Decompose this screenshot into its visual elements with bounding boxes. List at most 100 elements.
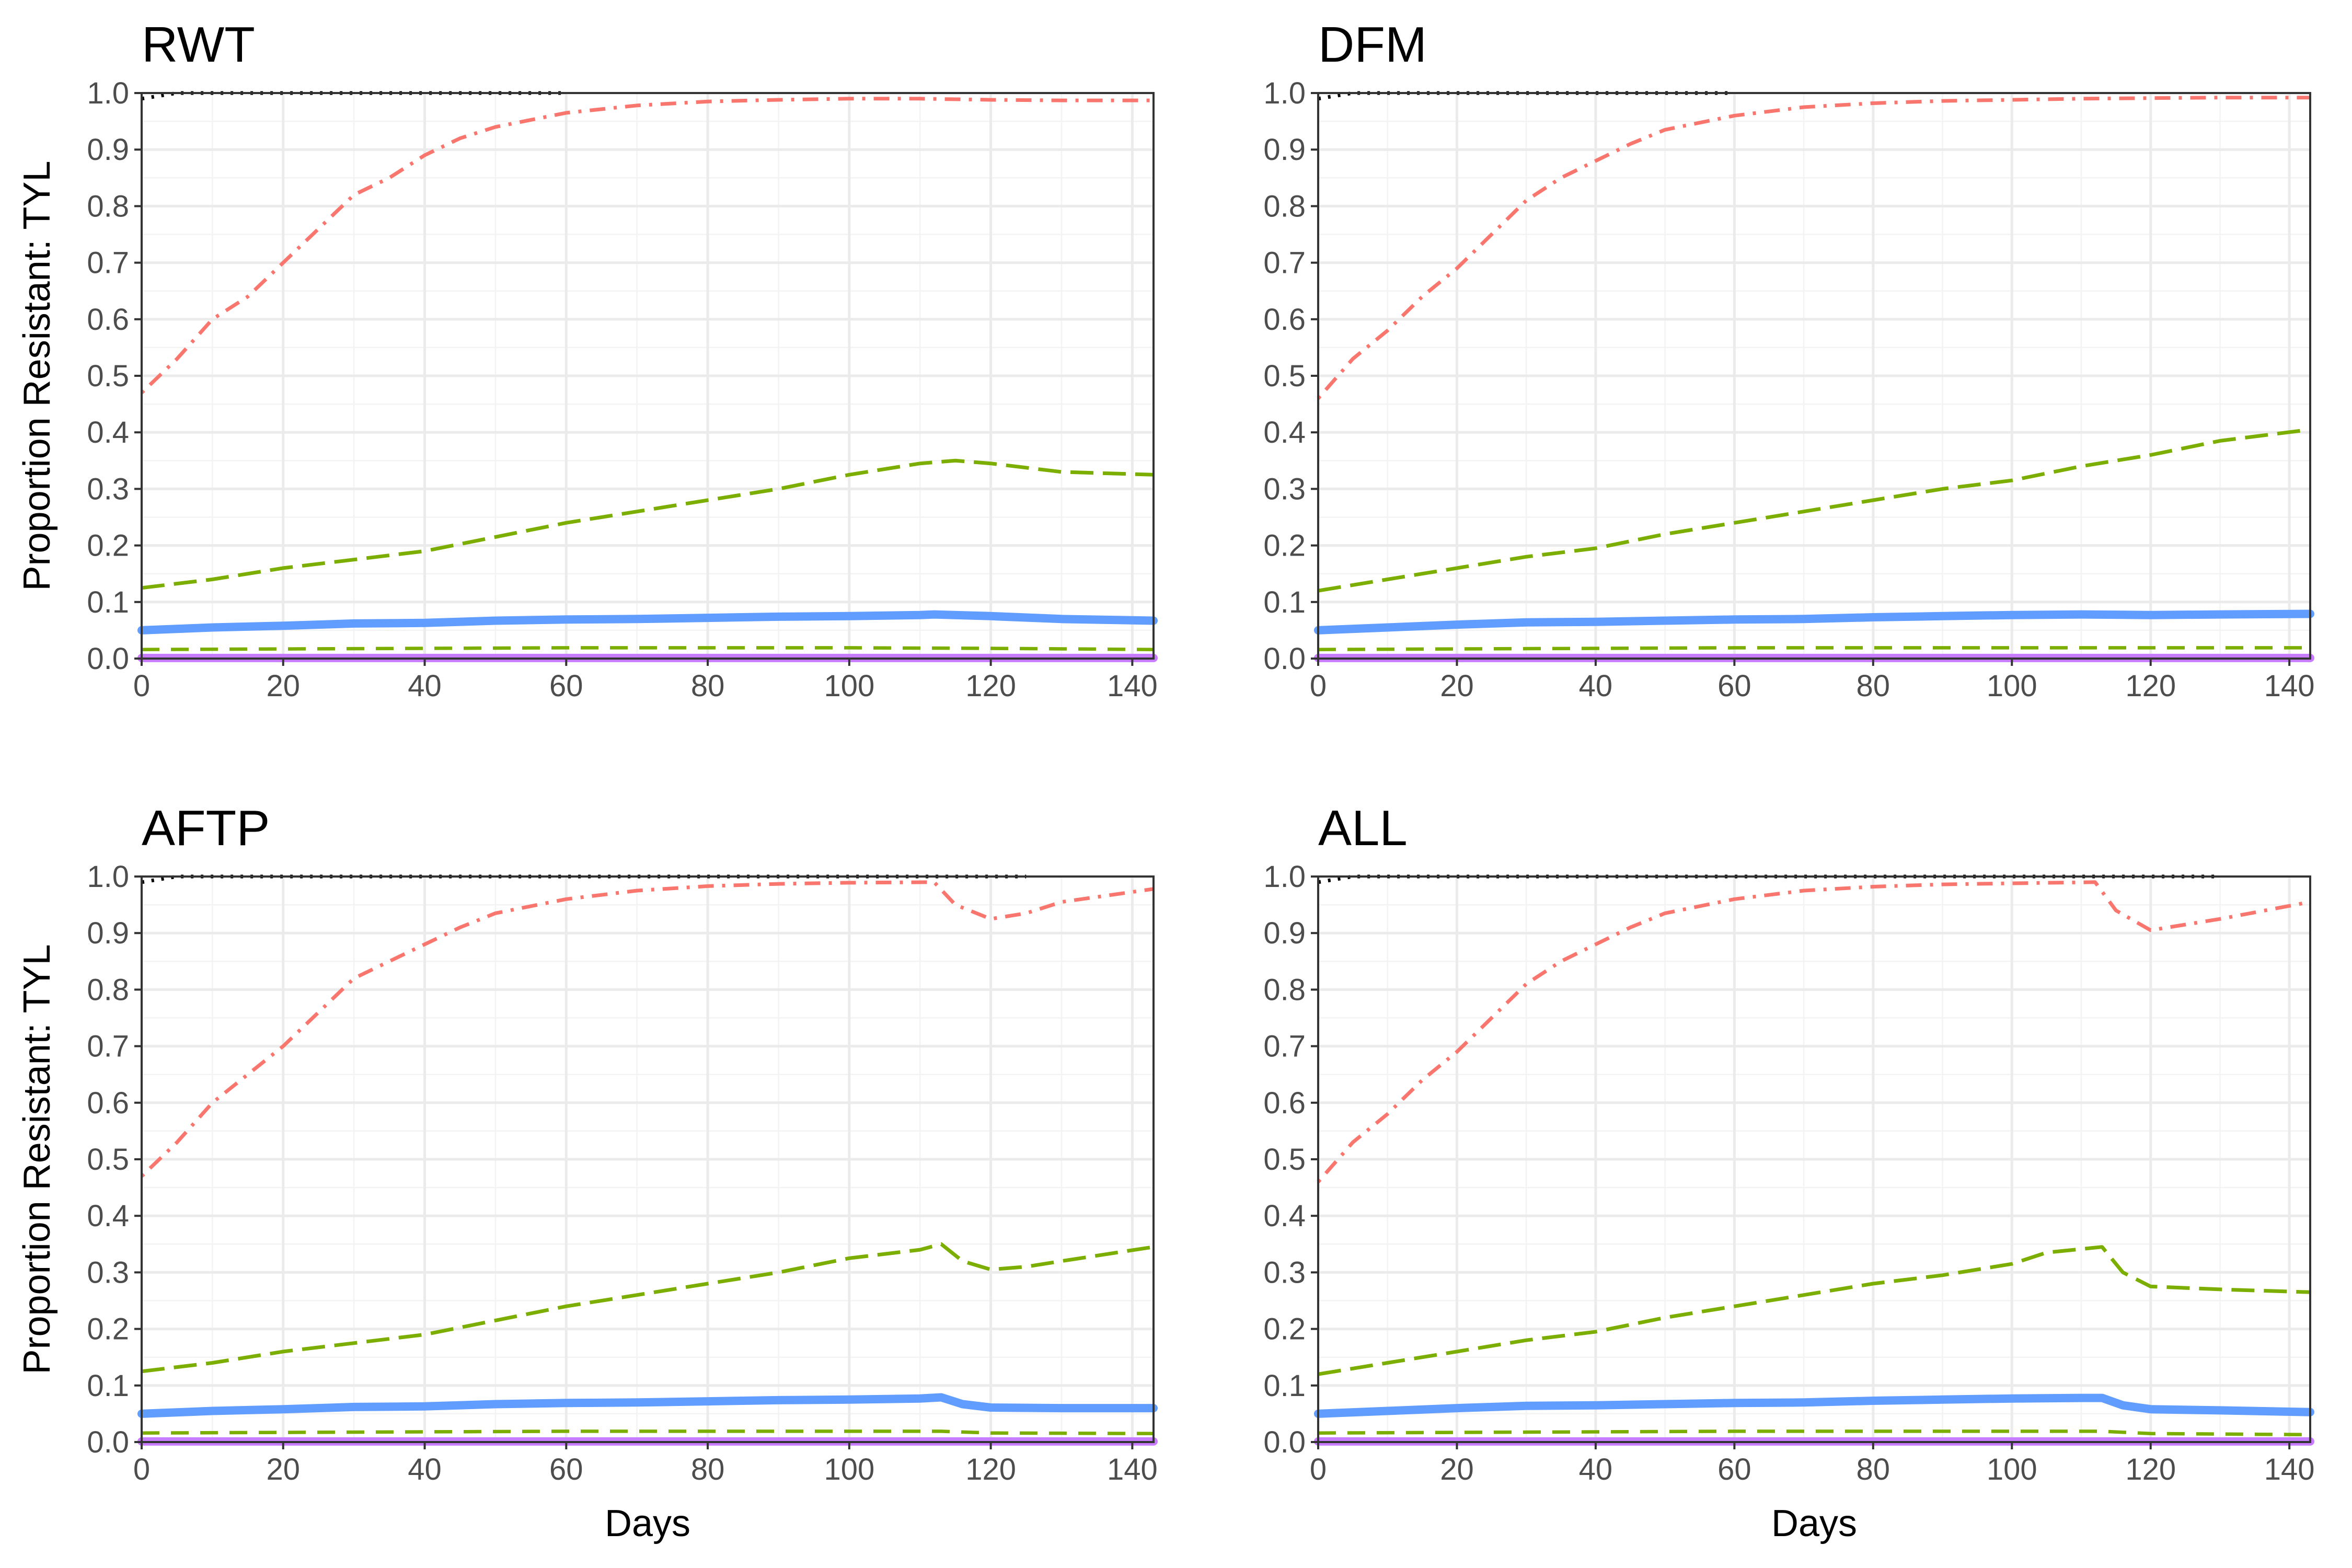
y-tick-label: 1.0: [1263, 860, 1306, 894]
x-tick-label: 120: [2125, 669, 2176, 703]
x-tick-label: 20: [267, 1452, 301, 1486]
y-tick-label: 0.8: [1263, 973, 1306, 1007]
x-tick-label: 140: [1107, 1452, 1158, 1486]
series-line-5: [141, 1429, 1154, 1436]
y-tick-label: 0.4: [87, 1199, 129, 1233]
y-tick-label: 0.2: [1263, 1312, 1306, 1346]
x-tick-label: 140: [2264, 1452, 2315, 1486]
y-tick-label: 0.6: [87, 1086, 129, 1120]
y-tick-label: 0.3: [87, 1255, 129, 1289]
panel-rwt: RWT 0.0 0.1 0.2 0.3 0.4 0.5 0.6 0.7 0.8 0.9 1.0 0 20 4…: [16, 17, 1158, 703]
x-tick-label: 0: [133, 669, 150, 703]
series-line-5: [141, 646, 1154, 651]
x-axis-title: Days: [605, 1503, 690, 1544]
panel-aftp: AFTP 0.0 0.1 0.2 0.3 0.4 0.5 0.6 0.7 0.8 0.9 1.0 0 20…: [16, 800, 1158, 1544]
x-tick-label: 40: [408, 669, 442, 703]
y-tick-label: 1.0: [87, 860, 129, 894]
x-tick-label: 100: [1987, 669, 2037, 703]
y-tick-label: 0.8: [1263, 189, 1306, 223]
x-tick-label: 40: [1579, 669, 1613, 703]
x-tick-label: 60: [1717, 1452, 1751, 1486]
series-line-2: [140, 880, 1154, 1178]
series-line-3: [141, 458, 1154, 590]
x-tick-label: 0: [1310, 669, 1327, 703]
series-line-5: [1318, 646, 2310, 651]
y-tick-label: 0.0: [1263, 1425, 1306, 1459]
y-tick-label: 0.7: [87, 246, 129, 280]
y-tick-label: 0.1: [1263, 585, 1306, 619]
x-tick-label: 100: [824, 1452, 874, 1486]
y-tick-label: 0.5: [1263, 359, 1306, 393]
y-tick-label: 0.7: [87, 1030, 129, 1064]
y-tick-label: 0.4: [1263, 416, 1306, 449]
y-tick-label: 0.3: [87, 472, 129, 506]
series-line-2: [140, 97, 1154, 395]
x-tick-label: 80: [691, 1452, 725, 1486]
y-axis-title: Proportion Resistant: TYL: [16, 160, 58, 591]
x-tick-label: 120: [2125, 1452, 2176, 1486]
y-tick-label: 0.5: [1263, 1143, 1306, 1177]
y-tick-label: 0.9: [1263, 916, 1306, 950]
series-line-2: [1317, 96, 2310, 400]
y-tick-label: 0.7: [1263, 1030, 1306, 1064]
series-line-4: [137, 610, 1158, 635]
y-tick-label: 0.9: [87, 916, 129, 950]
y-tick-label: 0.4: [87, 416, 129, 449]
y-tick-label: 1.0: [87, 76, 129, 110]
panel-title: RWT: [142, 17, 255, 73]
x-tick-label: 120: [965, 669, 1016, 703]
series-line-3: [141, 1242, 1154, 1374]
x-tick-label: 120: [965, 1452, 1016, 1486]
panel-title: AFTP: [142, 800, 270, 856]
y-tick-label: 0.5: [87, 1143, 129, 1177]
y-tick-label: 0.9: [87, 133, 129, 167]
x-tick-label: 20: [1440, 1452, 1474, 1486]
y-tick-label: 0.7: [1263, 246, 1306, 280]
y-tick-label: 0.2: [87, 529, 129, 563]
series-line-4: [1314, 1393, 2314, 1418]
x-tick-label: 40: [1579, 1452, 1613, 1486]
x-tick-label: 100: [824, 669, 874, 703]
y-tick-label: 0.1: [87, 585, 129, 619]
y-tick-label: 0.1: [1263, 1369, 1306, 1403]
y-tick-label: 0.8: [87, 973, 129, 1007]
x-tick-label: 100: [1987, 1452, 2037, 1486]
series-line-3: [1318, 428, 2311, 593]
y-tick-label: 0.0: [87, 642, 129, 676]
y-tick-label: 0.1: [87, 1369, 129, 1403]
y-tick-label: 0.9: [1263, 133, 1306, 167]
y-tick-label: 0.0: [1263, 642, 1306, 676]
y-axis-title: Proportion Resistant: TYL: [16, 944, 58, 1374]
y-tick-label: 0.3: [1263, 472, 1306, 506]
x-tick-label: 140: [1107, 669, 1158, 703]
y-tick-label: 0.6: [1263, 303, 1306, 337]
series-line-4: [137, 1393, 1158, 1418]
x-tick-label: 140: [2264, 669, 2315, 703]
y-tick-label: 0.4: [1263, 1199, 1306, 1233]
x-tick-label: 20: [1440, 669, 1474, 703]
y-tick-label: 0.2: [1263, 529, 1306, 563]
x-tick-label: 60: [549, 669, 583, 703]
y-tick-label: 0.0: [87, 1425, 129, 1459]
y-tick-label: 0.8: [87, 189, 129, 223]
panel-title: DFM: [1318, 17, 1427, 73]
y-tick-label: 1.0: [1263, 76, 1306, 110]
x-tick-label: 80: [691, 669, 725, 703]
x-tick-label: 0: [1310, 1452, 1327, 1486]
x-tick-label: 80: [1857, 669, 1890, 703]
panel-all: ALL 0.0 0.1 0.2 0.3 0.4 0.5 0.6 0.7 0.8 0.9 1.0 0 20 4…: [1263, 800, 2314, 1544]
panel-dfm: DFM 0.0 0.1 0.2 0.3 0.4 0.5 0.6 0.7 0.8 0.9 1.0 0 20 4…: [1263, 17, 2314, 703]
x-tick-label: 60: [1717, 669, 1751, 703]
y-tick-label: 0.5: [87, 359, 129, 393]
x-tick-label: 40: [408, 1452, 442, 1486]
x-tick-label: 20: [267, 669, 301, 703]
y-tick-label: 0.6: [87, 303, 129, 337]
series-line-4: [1314, 609, 2314, 635]
series-line-5: [1318, 1429, 2311, 1437]
y-tick-label: 0.2: [87, 1312, 129, 1346]
y-tick-label: 0.6: [1263, 1086, 1306, 1120]
x-tick-label: 60: [549, 1452, 583, 1486]
panel-title: ALL: [1318, 800, 1408, 856]
x-tick-label: 80: [1857, 1452, 1890, 1486]
